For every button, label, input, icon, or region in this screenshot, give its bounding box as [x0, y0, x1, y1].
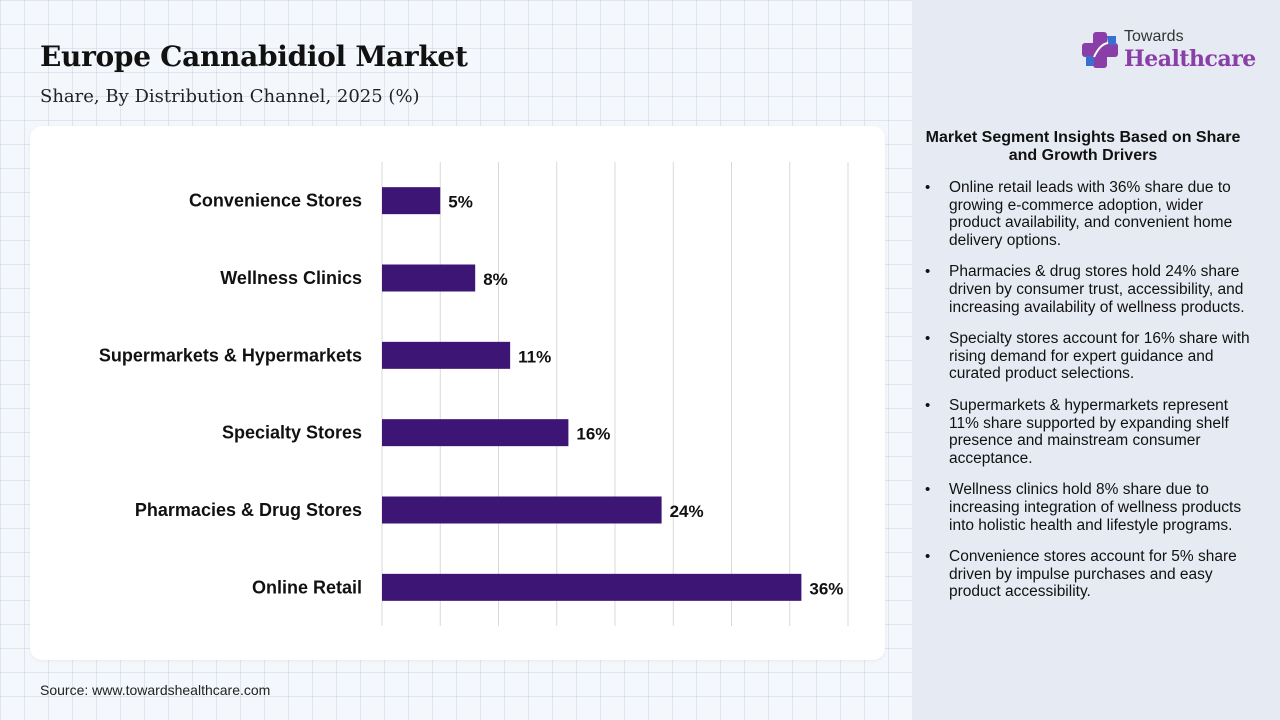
insights-list: Online retail leads with 36% share due t…	[924, 179, 1250, 615]
logo-text-healthcare: Healthcare	[1124, 46, 1256, 72]
page-subtitle: Share, By Distribution Channel, 2025 (%)	[40, 86, 420, 107]
data-label: 24%	[670, 502, 704, 521]
source-text: Source: www.towardshealthcare.com	[40, 682, 271, 698]
insight-item: Convenience stores account for 5% share …	[924, 548, 1250, 601]
data-label: 11%	[518, 347, 551, 366]
data-label: 36%	[809, 579, 843, 598]
page-title: Europe Cannabidiol Market	[40, 40, 468, 73]
insight-item: Wellness clinics hold 8% share due to in…	[924, 481, 1250, 534]
category-label: Specialty Stores	[222, 423, 362, 443]
data-label: 5%	[448, 193, 473, 212]
bar	[382, 419, 569, 447]
insight-item: Online retail leads with 36% share due t…	[924, 179, 1250, 249]
category-label: Pharmacies & Drug Stores	[135, 500, 362, 520]
bar-chart: Convenience Stores 5% Wellness Clinics 8% Su…	[99, 162, 849, 626]
bar	[382, 187, 441, 215]
insight-item: Supermarkets & hypermarkets represent 11…	[924, 397, 1250, 467]
logo-text-towards: Towards	[1124, 28, 1184, 45]
data-label: 16%	[576, 425, 610, 444]
bar	[382, 264, 476, 292]
brand-logo: Towards Healthcare	[1080, 26, 1260, 78]
bar	[382, 573, 802, 601]
category-label: Wellness Clinics	[220, 268, 362, 288]
insights-heading: Market Segment Insights Based on Share a…	[925, 129, 1241, 164]
cross-logo-icon	[1082, 32, 1118, 68]
chart-card: Convenience Stores 5% Wellness Clinics 8% Su…	[30, 126, 885, 660]
data-label: 8%	[483, 270, 508, 289]
bar	[382, 496, 662, 524]
category-label: Convenience Stores	[189, 191, 362, 211]
insight-item: Pharmacies & drug stores hold 24% share …	[924, 263, 1250, 316]
insight-item: Specialty stores account for 16% share w…	[924, 330, 1250, 383]
category-label: Supermarkets & Hypermarkets	[99, 345, 362, 365]
category-label: Online Retail	[252, 577, 362, 597]
bar	[382, 341, 511, 369]
